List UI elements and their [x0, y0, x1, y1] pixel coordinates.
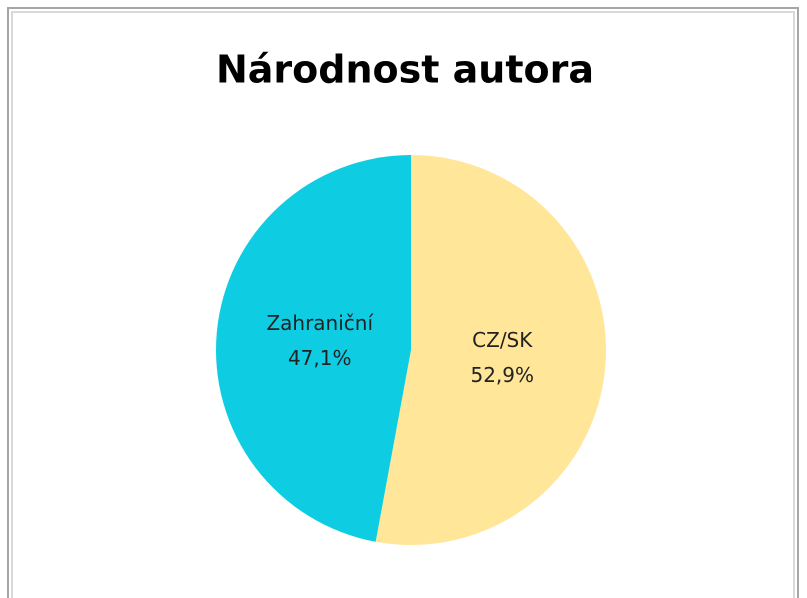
pie-slice — [375, 155, 607, 545]
slice-label: CZ/SK — [472, 328, 533, 352]
pie-slice — [216, 155, 411, 542]
slice-label: Zahraniční — [266, 311, 374, 335]
chart-frame-inner — [11, 11, 795, 598]
data-label: 47,1% — [288, 346, 352, 370]
chart-title: Národnost autora — [216, 48, 594, 92]
data-label: 52,9% — [470, 363, 534, 387]
